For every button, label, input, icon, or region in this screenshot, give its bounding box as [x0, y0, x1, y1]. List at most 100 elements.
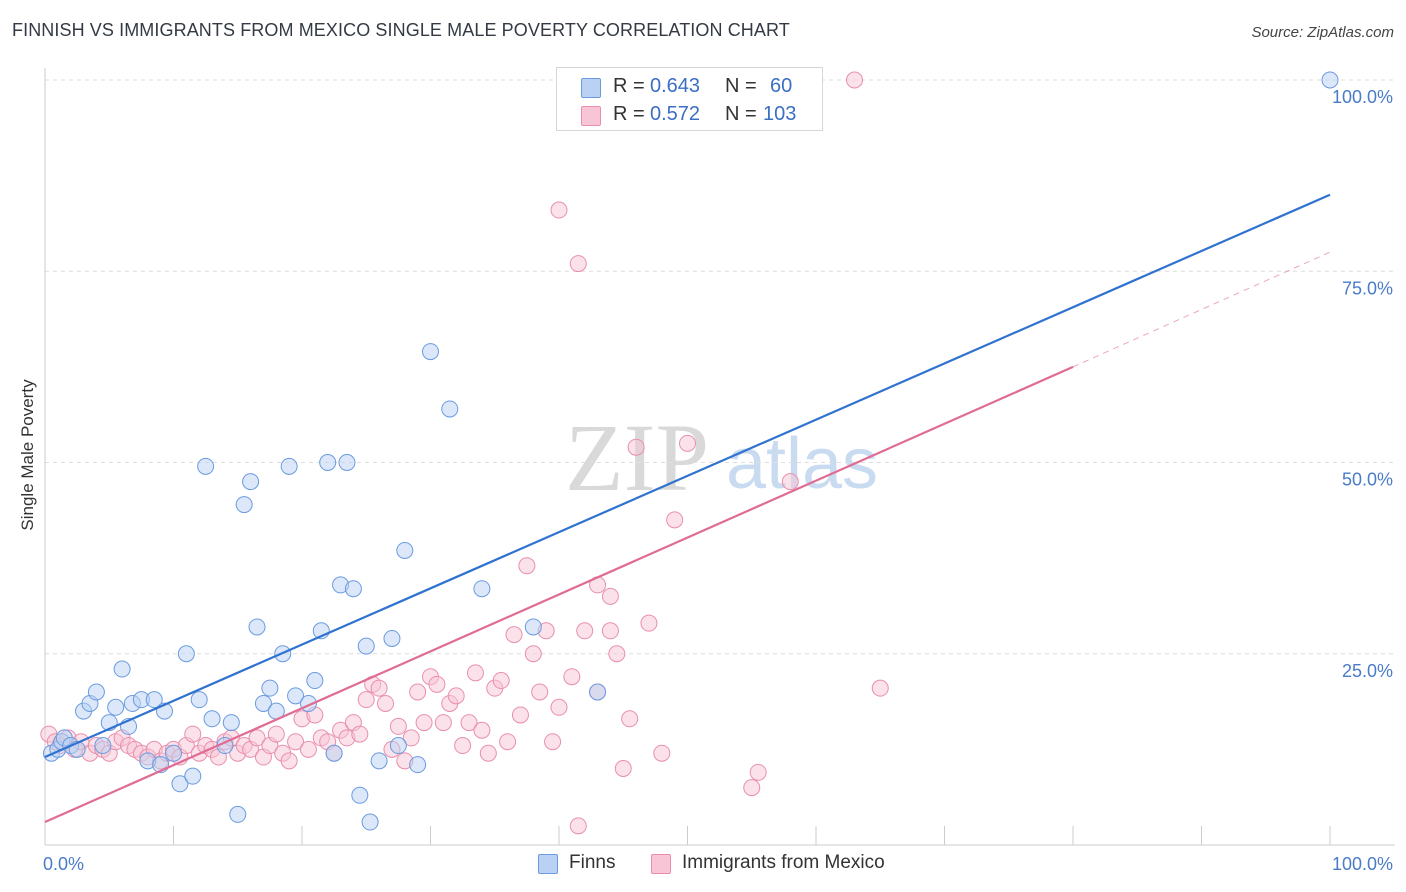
mexico-point	[473, 721, 491, 739]
finns-point	[524, 618, 542, 636]
mexico-point	[518, 557, 536, 575]
y-tick-label: 50.0%	[1342, 470, 1393, 490]
x-tick-label: 0.0%	[43, 854, 84, 874]
mexico-point	[280, 752, 298, 770]
mexico-point	[505, 626, 523, 644]
finns-point	[319, 454, 337, 471]
x-tick-label: 100.0%	[1332, 854, 1393, 874]
mexico-trend-extension	[1072, 251, 1331, 368]
y-tick-label: 75.0%	[1342, 278, 1393, 298]
finns-point	[351, 786, 369, 804]
watermark-zip: ZIP	[565, 404, 709, 511]
trend-lines	[44, 193, 1331, 824]
mexico-point	[447, 687, 465, 705]
finns-point	[396, 541, 414, 559]
finns-point	[441, 400, 459, 418]
finns-point	[203, 710, 221, 728]
finns-point	[145, 691, 163, 709]
mexico-point	[389, 717, 407, 735]
mexico-point	[492, 672, 510, 690]
mexico-point	[601, 587, 619, 605]
mexico-point	[511, 706, 529, 724]
legend-finns-swatch	[538, 854, 558, 874]
finns-point	[248, 618, 266, 636]
finns-point	[473, 580, 491, 598]
mexico-point	[402, 729, 420, 747]
finns-point	[235, 496, 253, 514]
mexico-point	[569, 817, 587, 835]
finns-n-label: N =	[725, 75, 757, 97]
mexico-point	[601, 622, 619, 640]
mexico-point	[871, 679, 889, 697]
mexico-point	[640, 614, 658, 632]
finns-point	[306, 672, 324, 690]
finns-point	[184, 767, 202, 785]
finns-r-label: R =	[613, 75, 645, 97]
finns-point	[222, 714, 240, 732]
mexico-point	[608, 645, 626, 663]
finns-point	[107, 698, 125, 716]
finns-point	[344, 580, 362, 598]
finns-point	[280, 457, 298, 475]
axes	[44, 68, 1395, 846]
mexico-point	[454, 737, 472, 755]
finns-r-value: 0.643	[650, 75, 701, 97]
mexico-point	[184, 725, 202, 743]
finns-point	[113, 660, 131, 678]
mexico-point	[434, 714, 452, 732]
finns-trend-line	[44, 193, 1331, 759]
y-tick-label: 100.0%	[1332, 87, 1393, 107]
finns-point	[197, 457, 215, 475]
finns-point	[190, 691, 208, 709]
mexico-point	[460, 714, 478, 732]
finns-point	[94, 737, 112, 755]
mexico-r-value: 0.572	[650, 103, 701, 125]
mexico-point	[409, 683, 427, 701]
mexico-point	[614, 760, 632, 777]
data-points	[40, 71, 1339, 835]
mexico-point	[679, 434, 696, 452]
mexico-point	[569, 255, 587, 273]
correlation-legend: R = 0.643 N = 60 R = 0.572 N = 103	[556, 67, 823, 131]
mexico-points	[40, 71, 889, 835]
finns-n-value: 60	[770, 75, 793, 97]
mexico-point	[653, 744, 671, 762]
finns-point	[422, 343, 439, 361]
mexico-point	[846, 71, 864, 89]
mexico-trend-line	[44, 365, 1074, 824]
finns-point	[1321, 71, 1339, 89]
mexico-point	[781, 473, 799, 491]
finns-point	[229, 805, 247, 823]
finns-point	[171, 775, 189, 793]
finns-point	[357, 637, 375, 655]
mexico-point	[351, 725, 369, 743]
finns-point	[383, 629, 401, 647]
legend-finns-label: Finns	[569, 852, 616, 873]
finns-point	[389, 737, 407, 755]
finns-point	[409, 756, 427, 774]
mexico-point	[287, 733, 305, 751]
mexico-r-label: R =	[613, 103, 645, 125]
mexico-point	[544, 733, 562, 751]
mexico-point	[466, 664, 484, 682]
tick-labels: 25.0% 50.0% 75.0% 100.0% 0.0% 100.0%	[43, 87, 1393, 874]
mexico-point	[357, 691, 375, 709]
mexico-point	[550, 201, 568, 219]
y-tick-label: 25.0%	[1342, 661, 1393, 681]
mexico-point	[299, 740, 317, 758]
finns-point	[87, 683, 105, 701]
mexico-point	[749, 763, 767, 781]
finns-point	[177, 645, 195, 663]
finns-point	[261, 679, 279, 697]
finns-points	[42, 71, 1339, 831]
mexico-point	[377, 694, 395, 712]
mexico-point	[370, 679, 388, 697]
mexico-point	[531, 683, 549, 701]
finns-point	[242, 473, 260, 491]
mexico-point	[576, 622, 594, 640]
mexico-n-label: N =	[725, 103, 757, 125]
mexico-point	[267, 725, 285, 743]
mexico-point	[563, 668, 581, 686]
mexico-point	[248, 729, 266, 747]
mexico-point	[479, 744, 497, 762]
